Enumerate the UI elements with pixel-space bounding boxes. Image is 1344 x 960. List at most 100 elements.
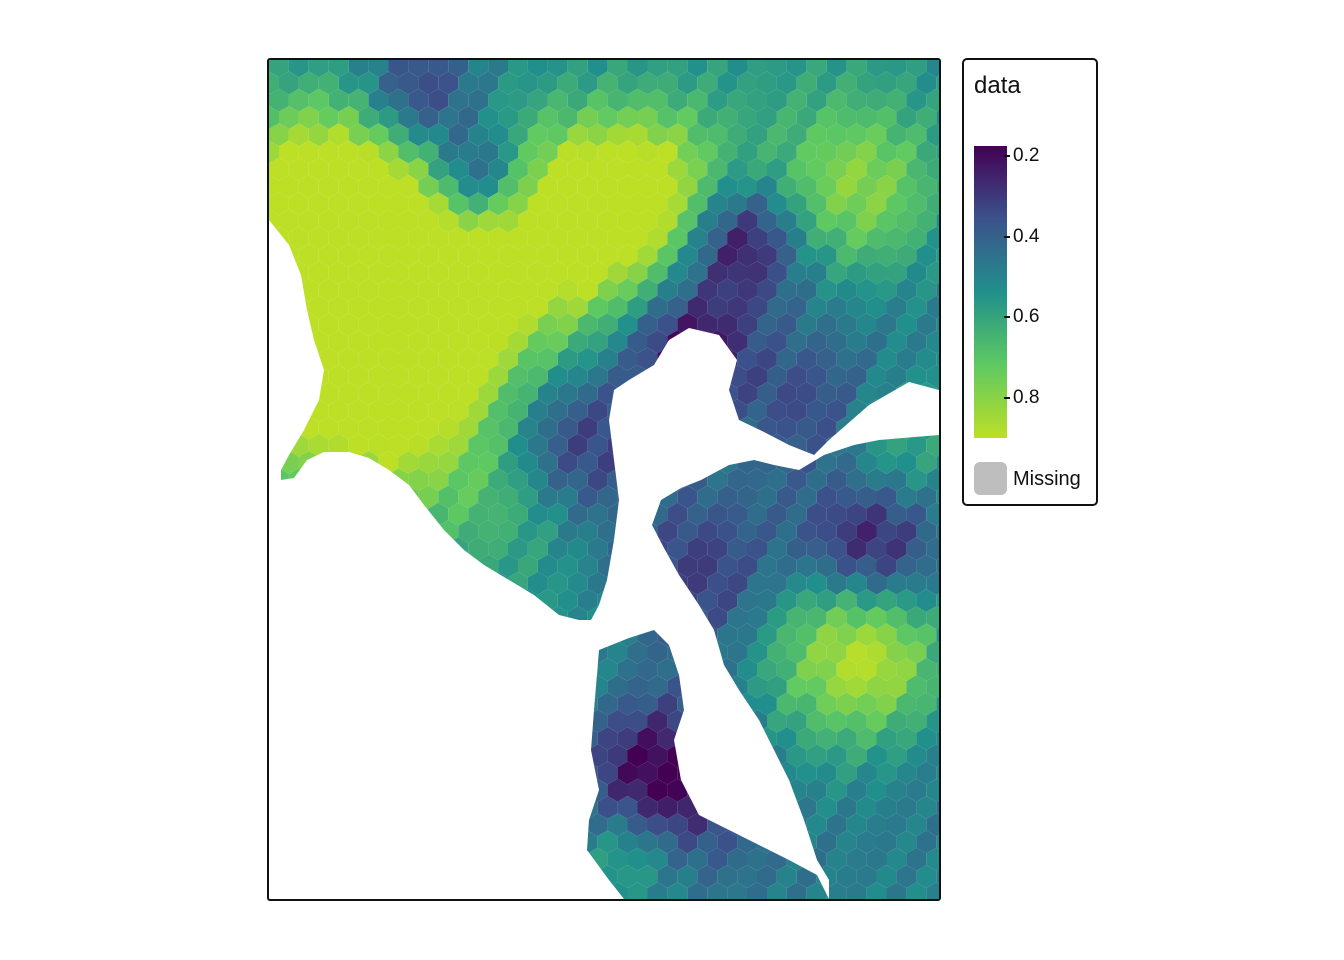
- hex-cell: [269, 261, 289, 285]
- hex-cell: [816, 692, 837, 716]
- hex-cell: [328, 675, 349, 699]
- hex-cell: [727, 261, 747, 285]
- hex-cell: [318, 382, 339, 405]
- hex-cell: [617, 451, 638, 474]
- hex-cell: [896, 140, 917, 164]
- hex-cell: [617, 313, 638, 336]
- hex-cell: [567, 123, 588, 147]
- hex-cell: [308, 295, 329, 319]
- hex-cell: [687, 813, 708, 837]
- hex-cell: [498, 347, 518, 371]
- hex-cell: [707, 123, 728, 147]
- hex-cell: [906, 364, 927, 388]
- hex-cell: [518, 71, 538, 95]
- hex-cell: [328, 295, 349, 319]
- hex-cell: [906, 606, 927, 630]
- hex-cell: [458, 796, 479, 819]
- hex-cell: [587, 60, 608, 78]
- hex-cell: [846, 571, 867, 595]
- hex-cell: [806, 709, 827, 733]
- hex-cell: [508, 468, 528, 492]
- hex-cell: [767, 778, 787, 802]
- hex-cell: [428, 226, 449, 250]
- hex-cell: [846, 364, 867, 388]
- hex-cell: [388, 778, 409, 802]
- hex-cell: [527, 123, 548, 147]
- map-panel[interactable]: [267, 58, 941, 901]
- hex-cell: [667, 157, 688, 181]
- hex-cell: [926, 571, 939, 595]
- hex-cell: [816, 623, 837, 647]
- hex-cell: [647, 847, 668, 871]
- hex-cell: [348, 157, 369, 181]
- hex-cell: [747, 813, 767, 837]
- hex-cell: [767, 502, 787, 526]
- hex-cell: [926, 640, 939, 664]
- hex-cell: [557, 244, 578, 267]
- hex-cell: [338, 485, 359, 509]
- hex-cell: [358, 589, 379, 612]
- hex-cell: [607, 364, 628, 388]
- hex-cell: [398, 623, 419, 647]
- hex-cell: [796, 658, 817, 681]
- hex-cell: [557, 347, 578, 371]
- hex-cell: [757, 865, 777, 888]
- hex-cell: [328, 157, 349, 181]
- hex-cell: [776, 382, 797, 405]
- hex-cell: [886, 778, 907, 802]
- hex-cell: [647, 606, 668, 630]
- hex-cell: [776, 830, 797, 854]
- hex-cell: [348, 468, 369, 492]
- hex-cell: [348, 640, 369, 664]
- hex-cell: [468, 330, 489, 354]
- hex-cell: [796, 209, 817, 233]
- hex-cell: [737, 589, 757, 612]
- hex-cell: [846, 606, 867, 630]
- hex-cell: [826, 675, 847, 699]
- hex-cell: [846, 295, 867, 319]
- hex-cell: [637, 761, 658, 785]
- hex-cell: [458, 830, 479, 854]
- hex-cell: [717, 485, 738, 509]
- hex-cell: [269, 157, 289, 181]
- hex-cell: [637, 658, 658, 681]
- hex-cell: [298, 692, 319, 716]
- hex-cell: [717, 520, 738, 543]
- hex-cell: [348, 399, 369, 423]
- hex-cell: [468, 60, 489, 78]
- hex-cell: [288, 60, 309, 78]
- hex-cell: [527, 226, 548, 250]
- hex-cell: [886, 744, 907, 768]
- hex-cell: [906, 433, 927, 457]
- hex-cell: [348, 330, 369, 354]
- hex-cell: [279, 865, 299, 888]
- hex-cell: [796, 313, 817, 336]
- hex-cell: [368, 778, 389, 802]
- hex-cell: [916, 175, 937, 198]
- hex-cell: [836, 313, 857, 336]
- hex-cell: [916, 830, 937, 854]
- hex-cell: [348, 60, 369, 78]
- hex-cell: [488, 847, 508, 871]
- hex-cell: [846, 675, 867, 699]
- hex-cell: [468, 847, 489, 871]
- hex-cell: [547, 399, 568, 423]
- hex-cell: [607, 847, 628, 871]
- hex-cell: [498, 244, 518, 267]
- hex-cell: [647, 123, 668, 147]
- hex-cell: [886, 60, 907, 78]
- hex-cell: [508, 192, 528, 216]
- hex-cell: [567, 709, 588, 733]
- hex-cell: [358, 727, 379, 750]
- hex-cell: [637, 175, 658, 198]
- hex-cell: [697, 140, 718, 164]
- hex-cell: [826, 744, 847, 768]
- hex-cell: [438, 796, 459, 819]
- hex-cell: [856, 382, 877, 405]
- hex-cell: [926, 330, 939, 354]
- hex-cell: [687, 537, 708, 561]
- hex-cell: [856, 71, 877, 95]
- hex-cell: [607, 744, 628, 768]
- hex-cell: [338, 451, 359, 474]
- hex-cell: [418, 830, 439, 854]
